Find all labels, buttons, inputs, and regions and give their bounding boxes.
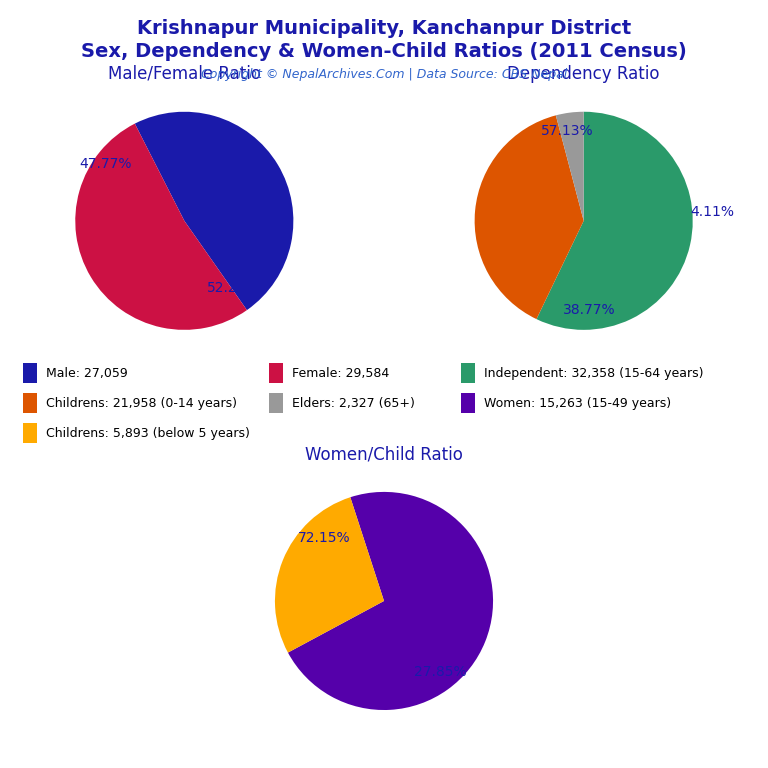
Text: Copyright © NepalArchives.Com | Data Source: CBS Nepal: Copyright © NepalArchives.Com | Data Sou…: [201, 68, 567, 81]
Wedge shape: [556, 111, 584, 221]
Title: Women/Child Ratio: Women/Child Ratio: [305, 445, 463, 463]
Text: Sex, Dependency & Women-Child Ratios (2011 Census): Sex, Dependency & Women-Child Ratios (20…: [81, 42, 687, 61]
Wedge shape: [288, 492, 493, 710]
Text: 72.15%: 72.15%: [298, 531, 350, 545]
Bar: [461, 393, 475, 412]
Text: 47.77%: 47.77%: [80, 157, 132, 171]
Wedge shape: [75, 124, 247, 329]
Text: Male: 27,059: Male: 27,059: [46, 366, 127, 379]
Text: Krishnapur Municipality, Kanchanpur District: Krishnapur Municipality, Kanchanpur Dist…: [137, 19, 631, 38]
Bar: [23, 363, 37, 382]
Title: Dependency Ratio: Dependency Ratio: [508, 65, 660, 83]
Text: Independent: 32,358 (15-64 years): Independent: 32,358 (15-64 years): [484, 366, 703, 379]
Title: Male/Female Ratio: Male/Female Ratio: [108, 65, 261, 83]
Bar: [269, 393, 283, 412]
Text: 27.85%: 27.85%: [415, 665, 467, 679]
Wedge shape: [275, 497, 384, 653]
Bar: [23, 393, 37, 412]
Bar: [23, 423, 37, 443]
Text: Elders: 2,327 (65+): Elders: 2,327 (65+): [292, 396, 415, 409]
Text: Women: 15,263 (15-49 years): Women: 15,263 (15-49 years): [484, 396, 671, 409]
Text: 57.13%: 57.13%: [541, 124, 594, 138]
Text: 38.77%: 38.77%: [563, 303, 615, 317]
Wedge shape: [135, 112, 293, 310]
Wedge shape: [537, 111, 693, 329]
Text: 52.23%: 52.23%: [207, 281, 260, 296]
Bar: [269, 363, 283, 382]
Text: Childrens: 21,958 (0-14 years): Childrens: 21,958 (0-14 years): [46, 396, 237, 409]
Text: Childrens: 5,893 (below 5 years): Childrens: 5,893 (below 5 years): [46, 426, 250, 439]
Bar: [461, 363, 475, 382]
Wedge shape: [475, 115, 584, 319]
Text: 4.11%: 4.11%: [690, 205, 734, 219]
Text: Female: 29,584: Female: 29,584: [292, 366, 389, 379]
